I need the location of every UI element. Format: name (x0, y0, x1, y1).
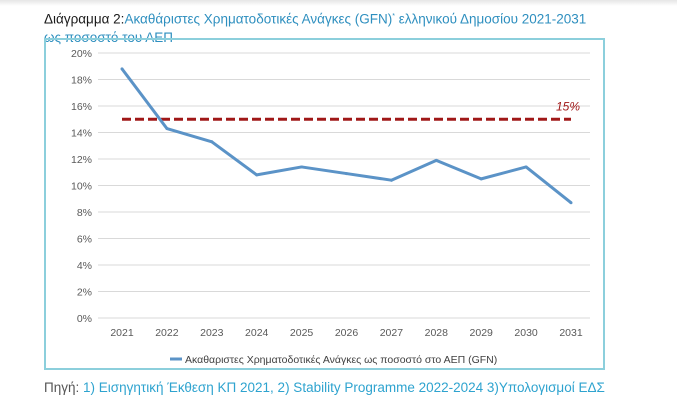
x-tick-label: 2031 (559, 327, 583, 339)
series-line (120, 67, 572, 204)
title-footnote-mark: * (392, 13, 395, 20)
x-tick-label: 2022 (155, 327, 179, 339)
x-tick-label: 2029 (470, 327, 494, 339)
y-tick-label: 8% (77, 207, 92, 219)
x-tick-label: 2026 (335, 327, 359, 339)
figure-label: Διάγραμμα 2: (44, 11, 125, 27)
source-text: 1) Εισηγητική Έκθεση ΚΠ 2021, 2) Stabili… (79, 380, 605, 395)
source-note: Πηγή: 1) Εισηγητική Έκθεση ΚΠ 2021, 2) S… (44, 380, 605, 395)
x-tick-label: 2027 (380, 327, 404, 339)
legend-label: Ακαθαριστες Χρηματοδοτικές Ανάγκες ως πο… (185, 354, 497, 366)
data-point (569, 201, 573, 205)
x-tick-label: 2024 (245, 327, 269, 339)
y-tick-label: 6% (77, 234, 92, 246)
y-tick-label: 0% (77, 313, 92, 325)
y-tick-label: 14% (71, 128, 92, 140)
gridlines (98, 52, 590, 319)
chart-title: Διάγραμμα 2:Ακαθάριστες Χρηματοδοτικές Α… (44, 8, 664, 47)
data-point (479, 177, 483, 181)
chart-frame (44, 38, 605, 370)
data-point (389, 178, 393, 182)
data-point (524, 165, 528, 169)
data-point (255, 173, 259, 177)
x-tick-label: 2021 (110, 327, 134, 339)
y-tick-label: 4% (77, 260, 92, 272)
data-point (434, 158, 438, 162)
x-tick-label: 2025 (290, 327, 314, 339)
reference-line-group: 15% (122, 99, 580, 121)
reference-line-label: 15% (556, 99, 580, 113)
y-axis-ticks: 0% 2% 4% 6% 8% 10% 12% 14% 16% 18% 20% (71, 48, 92, 325)
data-point (300, 165, 304, 169)
title-rest: ελληνικού Δημοσίου 2021-2031 (394, 11, 587, 27)
title-line2: ως ποσοστό του ΑΕΠ (44, 29, 173, 45)
series-group (120, 67, 573, 205)
title-main: Ακαθάριστες Χρηματοδοτικές Ανάγκες (GFN) (124, 11, 393, 27)
x-tick-label: 2028 (425, 327, 449, 339)
data-point (210, 140, 214, 144)
x-axis-ticks: 2021 2022 2023 2024 2025 2026 2027 2028 2029 2030… (110, 327, 583, 339)
legend: Ακαθαριστες Χρηματοδοτικές Ανάγκες ως πο… (170, 354, 497, 366)
x-tick-label: 2030 (514, 327, 538, 339)
source-label: Πηγή: (44, 380, 80, 395)
data-point (165, 127, 169, 131)
y-tick-label: 16% (71, 101, 92, 113)
y-tick-label: 18% (71, 75, 92, 87)
data-point (120, 67, 124, 71)
y-tick-label: 12% (71, 154, 92, 166)
y-tick-label: 10% (71, 181, 92, 193)
y-tick-label: 20% (71, 48, 92, 60)
x-tick-label: 2023 (200, 327, 224, 339)
top-shadow (0, 0, 677, 6)
y-tick-label: 2% (77, 287, 92, 299)
data-point (345, 172, 348, 176)
